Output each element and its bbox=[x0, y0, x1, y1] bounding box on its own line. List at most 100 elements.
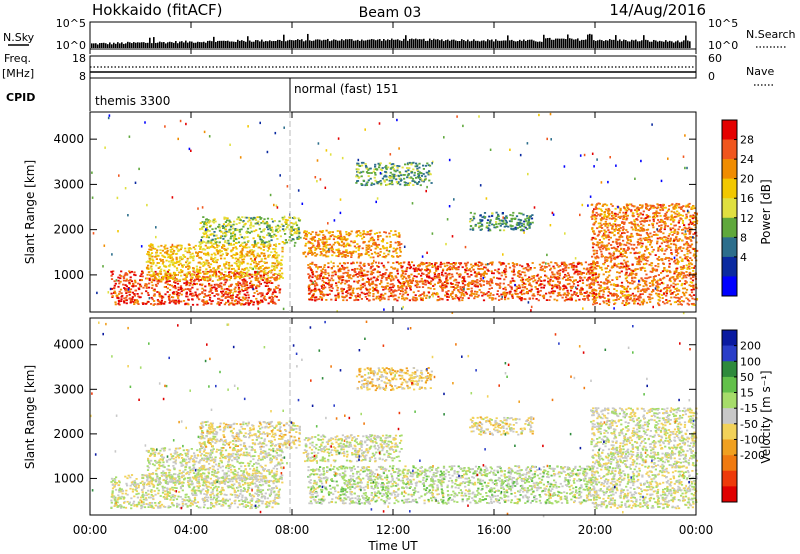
heatmap-cell bbox=[379, 162, 382, 165]
heatmap-cell bbox=[150, 268, 153, 270]
heatmap-cell bbox=[338, 250, 341, 252]
heatmap-cell bbox=[383, 179, 386, 182]
heatmap-cell bbox=[368, 246, 371, 249]
heatmap-cell bbox=[692, 267, 696, 269]
heatmap-cell bbox=[234, 242, 238, 244]
heatmap-cell bbox=[158, 295, 161, 297]
heatmap-cell bbox=[274, 245, 278, 248]
heatmap-cell bbox=[166, 275, 169, 278]
heatmap-cell bbox=[163, 269, 166, 272]
heatmap-cell bbox=[415, 286, 419, 289]
heatmap-cell bbox=[286, 226, 289, 228]
heatmap-cell bbox=[292, 229, 295, 231]
heatmap-cell bbox=[148, 286, 151, 289]
heatmap-cell bbox=[249, 221, 253, 224]
heatmap-cell bbox=[553, 267, 556, 270]
heatmap-cell bbox=[166, 283, 169, 286]
heatmap-cell bbox=[211, 300, 214, 302]
heatmap-cell bbox=[427, 268, 430, 271]
heatmap-cell bbox=[220, 276, 224, 279]
heatmap-cell bbox=[423, 263, 426, 265]
heatmap-cell bbox=[580, 287, 583, 290]
heatmap-cell bbox=[668, 265, 671, 268]
heatmap-cell bbox=[537, 299, 540, 302]
sky-count-bar bbox=[507, 35, 509, 48]
heatmap-cell bbox=[253, 249, 256, 252]
heatmap-cell bbox=[668, 205, 671, 207]
heatmap-cell bbox=[490, 280, 493, 283]
heatmap-cell bbox=[346, 290, 349, 292]
heatmap-cell bbox=[341, 264, 344, 267]
heatmap-cell bbox=[364, 163, 367, 165]
heatmap-cell bbox=[370, 272, 373, 275]
sky-count-bar bbox=[183, 42, 185, 48]
heatmap-cell bbox=[190, 277, 193, 280]
heatmap-cell bbox=[605, 271, 608, 273]
heatmap-cell bbox=[247, 294, 250, 296]
heatmap-cell bbox=[209, 284, 212, 287]
heatmap-cell bbox=[421, 293, 424, 295]
heatmap-cell bbox=[476, 281, 479, 284]
heatmap-cell bbox=[353, 280, 356, 283]
heatmap-cell bbox=[290, 234, 293, 236]
heatmap-cell bbox=[244, 279, 247, 282]
heatmap-cell bbox=[250, 249, 253, 251]
heatmap-cell bbox=[131, 298, 134, 300]
heatmap-cell bbox=[545, 292, 548, 295]
heatmap-cell bbox=[403, 298, 406, 301]
sky-count-bar bbox=[163, 41, 165, 48]
heatmap-cell bbox=[454, 294, 457, 296]
sky-count-bar bbox=[329, 41, 331, 48]
heatmap-cell bbox=[631, 272, 634, 275]
heatmap-cell bbox=[152, 271, 155, 274]
heatmap-cell bbox=[315, 276, 318, 279]
heatmap-cell bbox=[637, 290, 640, 293]
heatmap-cell bbox=[168, 260, 171, 263]
heatmap-cell bbox=[324, 241, 327, 244]
heatmap-cell bbox=[518, 264, 522, 267]
heatmap-cell bbox=[142, 286, 145, 289]
heatmap-cell bbox=[498, 299, 501, 301]
heatmap-cell bbox=[322, 275, 325, 278]
heatmap-cell bbox=[533, 275, 536, 277]
heatmap-cell bbox=[217, 225, 220, 228]
heatmap-cell bbox=[281, 228, 285, 231]
sky-count-bar bbox=[177, 43, 179, 48]
heatmap-cell bbox=[215, 293, 218, 295]
heatmap-cell bbox=[548, 284, 551, 286]
heatmap-cell bbox=[613, 217, 616, 220]
heatmap-cell bbox=[225, 279, 229, 282]
heatmap-cell bbox=[360, 161, 364, 164]
heatmap-cell bbox=[343, 255, 346, 257]
heatmap-cell bbox=[257, 285, 260, 288]
heatmap-cell bbox=[125, 299, 128, 302]
heatmap-cell bbox=[679, 246, 682, 248]
heatmap-cell bbox=[345, 239, 348, 242]
heatmap-cell bbox=[639, 290, 642, 292]
heatmap-cell bbox=[384, 273, 387, 276]
heatmap-cell bbox=[331, 250, 334, 253]
heatmap-cell bbox=[177, 260, 180, 263]
heatmap-cell bbox=[360, 171, 363, 174]
heatmap-cell bbox=[224, 239, 227, 242]
heatmap-cell bbox=[247, 231, 250, 233]
heatmap-cell bbox=[313, 252, 316, 254]
heatmap-cell bbox=[128, 293, 131, 296]
heatmap-cell bbox=[471, 283, 474, 285]
sky-count-bar bbox=[471, 40, 473, 48]
heatmap-cell bbox=[245, 246, 248, 249]
heatmap-cell bbox=[329, 235, 333, 237]
heatmap-cell bbox=[237, 241, 241, 244]
heatmap-cell bbox=[236, 294, 239, 296]
heatmap-cell bbox=[491, 261, 494, 264]
heatmap-cell bbox=[521, 283, 524, 286]
heatmap-cell bbox=[387, 275, 390, 278]
heatmap-cell bbox=[155, 251, 158, 254]
heatmap-cell bbox=[380, 240, 383, 242]
heatmap-cell bbox=[303, 251, 307, 254]
heatmap-cell bbox=[122, 275, 125, 278]
date-title: 14/Aug/2016 bbox=[609, 1, 706, 19]
heatmap-cell bbox=[214, 283, 217, 286]
heatmap-cell bbox=[591, 278, 594, 281]
heatmap-cell bbox=[525, 268, 528, 271]
